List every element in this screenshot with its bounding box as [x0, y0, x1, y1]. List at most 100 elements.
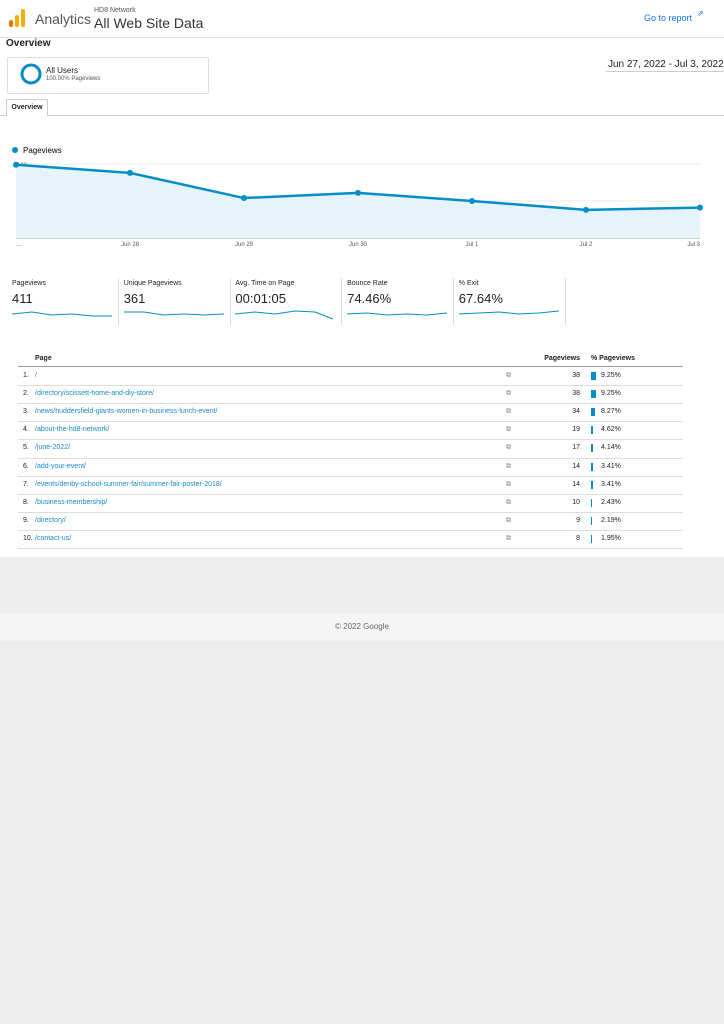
sparkline-path — [123, 311, 224, 316]
pct-label: 3.41% — [601, 462, 621, 470]
segment-box[interactable] — [7, 57, 209, 94]
pct-label: 2.19% — [601, 516, 621, 524]
link-icon: ⧉ — [506, 498, 511, 506]
row-rule — [18, 403, 683, 405]
metric-divider — [564, 278, 566, 325]
rank: 7. — [23, 480, 29, 488]
row-rule — [18, 511, 683, 513]
header-rule — [18, 366, 683, 367]
metric-label: Avg. Time on Page — [235, 280, 295, 287]
pct-label: 9.25% — [601, 390, 621, 398]
x-tick-label: Jun 28 — [121, 242, 140, 248]
rank: 6. — [23, 462, 29, 470]
metric-divider — [229, 278, 231, 325]
x-tick-label: Jun 30 — [349, 242, 368, 248]
pct-label: 1.95% — [601, 534, 621, 542]
page-link[interactable]: /june-2022/ — [35, 444, 71, 452]
metric-label: % Exit — [458, 280, 479, 287]
link-icon: ⧉ — [506, 372, 511, 379]
pct-label: 2.43% — [601, 498, 621, 506]
date-range[interactable]: Jun 27, 2022 - Jul 3, 2022 — [606, 59, 724, 72]
rank: 2. — [23, 390, 29, 398]
page-link[interactable]: /directory/scissett-home-and-diy-store/ — [35, 390, 155, 398]
page-link[interactable]: / — [35, 372, 37, 379]
pct-bar — [591, 534, 592, 543]
row-rule — [18, 493, 683, 495]
view-name: All Web Site Data — [94, 15, 204, 31]
page-link[interactable]: /business-membership/ — [35, 498, 108, 506]
x-tick-label: … — [16, 242, 22, 248]
sparkline-path — [347, 312, 448, 316]
page-link[interactable]: /events/denby-school-summer-fair/summer-… — [35, 480, 222, 488]
point — [127, 169, 133, 176]
row-rule — [18, 529, 683, 531]
metric-label: Unique Pageviews — [123, 280, 182, 287]
pageviews: 38 — [572, 390, 580, 398]
external-icon: ⇗ — [697, 9, 704, 18]
page-link[interactable]: /directory/ — [35, 516, 66, 524]
point — [469, 198, 475, 204]
metric-divider — [453, 278, 455, 325]
pageviews: 34 — [572, 408, 580, 416]
pct-label: 9.25% — [601, 372, 621, 379]
row-rule — [18, 439, 683, 441]
tab[interactable]: Overview — [6, 99, 48, 117]
pct-label: 3.41% — [601, 480, 621, 488]
segment-ring — [20, 63, 42, 85]
link-icon: ⧉ — [506, 408, 511, 416]
sparkline — [458, 310, 559, 315]
sparkline — [12, 311, 112, 317]
legend-label: Pageviews — [23, 146, 62, 155]
pct-bar — [591, 426, 594, 435]
sparkline-path — [12, 311, 112, 317]
pct-label: 4.14% — [601, 444, 621, 452]
pageviews: 14 — [572, 462, 580, 470]
x-tick-label: Jun 29 — [235, 242, 254, 248]
page-link[interactable]: /contact-us/ — [35, 534, 72, 542]
pct-bar — [591, 444, 594, 453]
rank: 4. — [23, 426, 29, 434]
page-link[interactable]: /news/huddersfield-giants-women-in-busin… — [35, 408, 218, 416]
product-name: Analytics — [35, 11, 92, 27]
sparkline — [347, 312, 448, 316]
footer-band — [0, 613, 724, 641]
link-icon: ⧉ — [506, 480, 511, 488]
go-to-report[interactable]: Go to report — [644, 13, 693, 23]
point — [13, 161, 19, 168]
x-tick-label: Jul 1 — [466, 242, 479, 248]
col-header: % Pageviews — [591, 355, 635, 362]
row-rule — [18, 385, 683, 387]
sparkline-path — [235, 310, 334, 320]
sparkline — [235, 310, 334, 320]
metric-divider — [341, 278, 343, 325]
rank: 10. — [23, 534, 33, 542]
point — [241, 195, 247, 202]
metric-value: 00:01:05 — [235, 291, 286, 306]
segment-name: All Users — [46, 66, 79, 75]
link-icon: ⧉ — [506, 390, 511, 398]
col-header: Pageviews — [544, 355, 580, 362]
x-tick-label: Jul 3 — [687, 242, 700, 248]
tab-divider — [0, 115, 724, 116]
rank: 3. — [23, 408, 29, 416]
row-rule — [18, 475, 683, 477]
page-link[interactable]: /add-your-event/ — [35, 462, 86, 470]
page-link[interactable]: /about-the-hd8-network/ — [35, 426, 110, 434]
pct-bar — [591, 372, 596, 380]
metric-value: 361 — [123, 291, 146, 306]
metric-value: 67.64% — [458, 291, 503, 306]
divider — [0, 37, 724, 38]
pct-bar — [591, 498, 593, 507]
sparkline-path — [458, 310, 559, 315]
link-icon: ⧉ — [506, 534, 511, 542]
pct-bar — [591, 408, 596, 417]
rank: 5. — [23, 444, 29, 452]
metrics: Pageviews 411 Unique Pageviews 361 Avg. Time… — [0, 278, 724, 328]
pct-bar — [591, 462, 593, 471]
pageviews: 9 — [576, 516, 580, 524]
pct-bar — [591, 390, 596, 399]
rank: 8. — [23, 498, 29, 506]
pct-label: 8.27% — [601, 408, 621, 416]
area — [16, 164, 700, 238]
